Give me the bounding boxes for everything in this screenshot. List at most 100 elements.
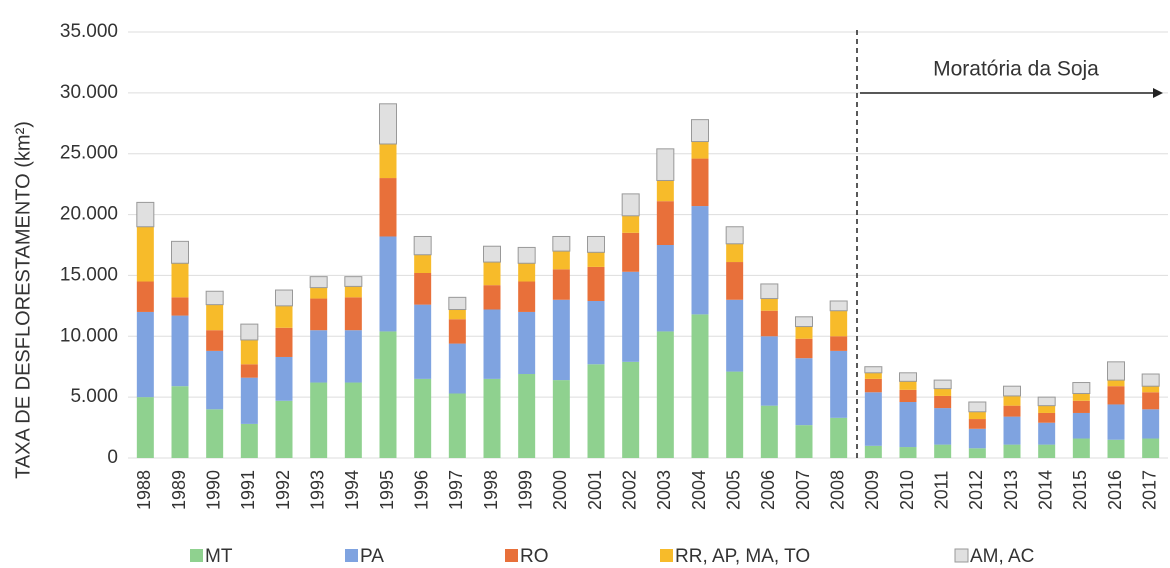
legend-label: MT (205, 546, 233, 567)
bar-segment (310, 330, 328, 383)
bar-segment (726, 299, 744, 372)
x-tick-label: 2017 (1139, 470, 1159, 510)
bar-segment (275, 289, 293, 307)
bar-segment (934, 444, 952, 458)
legend-label: RO (520, 546, 549, 567)
bar-segment (726, 262, 744, 300)
x-tick-label: 2003 (654, 470, 674, 510)
bar-segment (864, 445, 882, 458)
bar-segment (552, 269, 570, 300)
bar-segment (968, 401, 987, 413)
bar-segment (206, 409, 224, 458)
bar-segment (518, 281, 536, 312)
x-tick-label: 2014 (1035, 470, 1055, 510)
bar-segment (275, 400, 293, 458)
bar-segment (1107, 404, 1125, 440)
bar-segment (310, 287, 328, 299)
bar-segment (830, 417, 848, 458)
bar-segment (795, 425, 813, 458)
bar-segment (622, 232, 640, 272)
x-tick-label: 2006 (758, 470, 778, 510)
bar-segment (136, 226, 154, 282)
bar-segment (933, 379, 952, 390)
bar-segment (760, 405, 778, 458)
bar-segment (344, 382, 362, 458)
bar-segment (760, 336, 778, 406)
y-tick-label: 0 (107, 447, 118, 468)
legend-swatch (190, 549, 203, 562)
bar-segment (760, 310, 778, 337)
bar-segment (171, 263, 189, 298)
legend-swatch (345, 549, 358, 562)
x-tick-label: 1994 (342, 470, 362, 510)
bar-segment (552, 299, 570, 381)
x-tick-label: 2001 (585, 470, 605, 510)
arrow-head (1153, 88, 1163, 98)
bar-segment (726, 243, 744, 263)
bar-segment (587, 266, 605, 301)
x-tick-label: 2008 (827, 470, 847, 510)
bar-segment (656, 245, 674, 332)
x-tick-label: 1993 (307, 470, 327, 510)
bar-segment (1142, 409, 1160, 439)
bar-segment (830, 310, 848, 337)
bar-segment (656, 201, 674, 245)
bar-segment (483, 285, 501, 310)
bar-segment (483, 378, 501, 458)
bar-segment (414, 254, 432, 273)
x-tick-label: 2007 (793, 470, 813, 510)
bar-segment (1037, 396, 1056, 407)
bar-segment (136, 281, 154, 312)
bar-segment (1003, 416, 1021, 445)
bar-segment (448, 296, 467, 311)
legend-label: PA (360, 546, 384, 567)
bar-segment (275, 327, 293, 357)
bar-segment (1038, 422, 1056, 445)
y-tick-label: 20.000 (60, 204, 118, 225)
bar-segment (448, 309, 466, 320)
bar-segment (414, 304, 432, 379)
bar-segment (240, 364, 258, 378)
x-tick-label: 1997 (446, 470, 466, 510)
bar-segment (171, 315, 189, 387)
bar-segment (622, 215, 640, 233)
bar-segment (344, 276, 363, 287)
bar-segment (864, 372, 882, 379)
bar-segment (275, 356, 293, 401)
bar-segment (379, 331, 397, 458)
bar-segment (1142, 392, 1160, 410)
bar-segment (379, 236, 397, 332)
bar-segment (760, 298, 778, 311)
annotation: Moratória da Soja (933, 58, 1099, 81)
bar-segment (1142, 438, 1160, 458)
bar-segment (1038, 444, 1056, 458)
x-tick-label: 1988 (134, 470, 154, 510)
bar-segment (656, 180, 674, 202)
bar-segment (795, 358, 813, 426)
bar-segment (413, 235, 432, 256)
bar-segment (483, 262, 501, 286)
bar-segment (1072, 382, 1091, 394)
bar-segment (795, 316, 813, 328)
legend-swatch (954, 548, 969, 563)
bar-segment (899, 372, 917, 382)
x-tick-label: 1992 (273, 470, 293, 510)
x-tick-label: 2013 (1001, 470, 1021, 510)
x-tick-label: 2002 (619, 470, 639, 510)
bar-segment (691, 314, 709, 458)
bar-segment (518, 263, 536, 282)
bar-segment (379, 103, 397, 145)
bar-segment (206, 350, 224, 410)
x-tick-label: 2015 (1070, 470, 1090, 510)
bar-segment (656, 148, 675, 181)
bar-segment (205, 290, 224, 306)
bar-segment (587, 252, 605, 267)
bar-segment (310, 298, 328, 331)
bar-segment (136, 397, 154, 458)
bar-segment (829, 300, 848, 312)
x-tick-label: 2011 (931, 471, 951, 510)
x-tick-label: 2009 (862, 470, 882, 510)
bar-segment (691, 141, 709, 159)
bar-segment (1141, 373, 1160, 387)
